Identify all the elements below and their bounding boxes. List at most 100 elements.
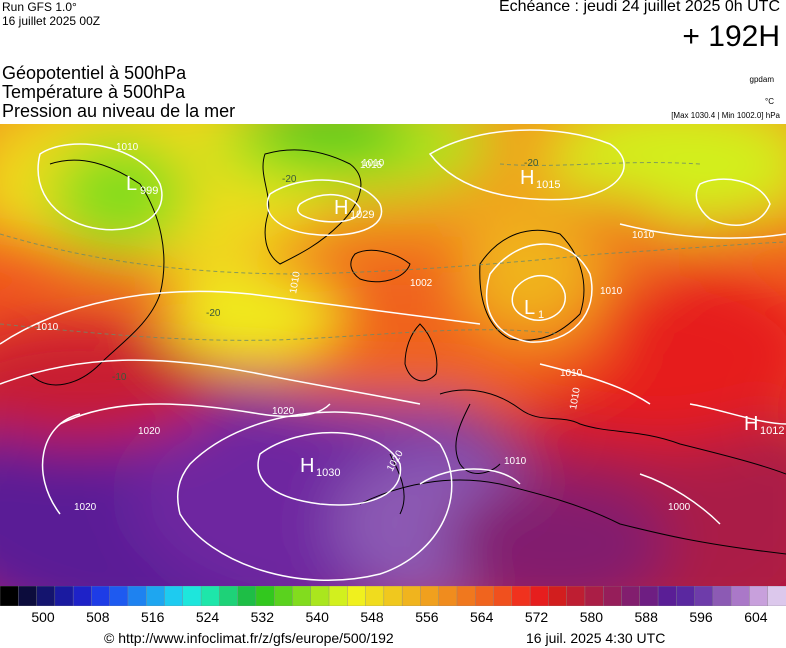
coastlines bbox=[29, 149, 786, 555]
colorbar-cell bbox=[767, 586, 786, 606]
colorbar-cell bbox=[72, 586, 93, 606]
isobar-label: 1000 bbox=[668, 502, 691, 513]
colorbar-tick-label: 596 bbox=[689, 609, 713, 625]
pressure-center-value: 1030 bbox=[316, 467, 340, 479]
colorbar-cell bbox=[54, 586, 74, 606]
colorbar-cell bbox=[347, 586, 367, 606]
colorbar-tick-label: 572 bbox=[524, 609, 549, 625]
isobar-label: 1010 bbox=[504, 456, 527, 467]
pressure-center-letter: L bbox=[524, 297, 535, 319]
pressure-center-value: 1029 bbox=[350, 209, 374, 221]
colorbar-cell bbox=[529, 586, 550, 606]
isotherm-label: -10 bbox=[112, 372, 127, 383]
colorbar-cell bbox=[603, 586, 623, 606]
colorbar-cell bbox=[91, 586, 111, 606]
colorbar-cell bbox=[273, 586, 294, 606]
colorbar-tick-label: 580 bbox=[579, 609, 604, 625]
colorbar-tick-label: 604 bbox=[744, 609, 768, 625]
colorbar-cell bbox=[164, 586, 184, 606]
colorbar bbox=[0, 586, 786, 606]
isobar-label: 1010 bbox=[568, 386, 583, 410]
weather-map: L 999 H 1029 H 1015 L 1 H 1030 H 1012 10… bbox=[0, 124, 786, 586]
isobar-label: 1002 bbox=[410, 278, 433, 289]
pressure-center-letter: H bbox=[520, 167, 534, 189]
pressure-center-letter: L bbox=[126, 173, 137, 195]
colorbar-cell bbox=[694, 586, 714, 606]
geopotential-shading bbox=[0, 124, 786, 586]
colorbar-cell bbox=[621, 586, 641, 606]
pressure-center-value: 999 bbox=[140, 185, 158, 197]
colorbar-cell bbox=[237, 586, 257, 606]
colorbar-cell bbox=[383, 586, 403, 606]
isobar-label: 1010 bbox=[36, 322, 59, 333]
unit-gpdam: gpdam bbox=[749, 75, 774, 84]
colorbar-cell bbox=[475, 586, 495, 606]
colorbar-cell bbox=[146, 586, 166, 606]
isobar-label: 1010 bbox=[362, 158, 385, 169]
colorbar-cell bbox=[730, 586, 751, 606]
field-list: Géopotentiel à 500hPa Température à 500h… bbox=[2, 64, 235, 121]
colorbar-cell bbox=[584, 586, 605, 606]
colorbar-tick-label: 548 bbox=[360, 609, 384, 625]
run-info: Run GFS 1.0° 16 juillet 2025 00Z bbox=[2, 0, 100, 28]
isobar-label: 1020 bbox=[138, 426, 161, 437]
copyright: © http://www.infoclimat.fr/z/gfs/europe/… bbox=[104, 630, 394, 646]
colorbar-tick-label: 500 bbox=[31, 609, 55, 625]
pressure-center-letter: H bbox=[744, 413, 758, 435]
pressure-min-max: [Max 1030.4 | Min 1002.0] hPa bbox=[671, 111, 780, 120]
colorbar-cell bbox=[420, 586, 440, 606]
pressure-center-value: 1 bbox=[538, 309, 544, 321]
colorbar-cell bbox=[182, 586, 202, 606]
run-model: Run GFS 1.0° bbox=[2, 0, 77, 14]
colorbar-cell bbox=[36, 586, 56, 606]
field-geopotential: Géopotentiel à 500hPa bbox=[2, 63, 187, 83]
map-labels: L 999 H 1029 H 1015 L 1 H 1030 H 1012 10… bbox=[36, 142, 784, 513]
colorbar-labels: 500 508 516 524 532 540 548 556 564 572 580 588 596 6… bbox=[0, 609, 786, 629]
isotherm-label: -20 bbox=[206, 308, 221, 319]
colorbar-cell bbox=[401, 586, 422, 606]
colorbar-cell bbox=[511, 586, 531, 606]
colorbar-cell bbox=[438, 586, 458, 606]
colorbar-cell bbox=[310, 586, 330, 606]
colorbar-tick-label: 540 bbox=[305, 609, 329, 625]
colorbar-cell bbox=[712, 586, 732, 606]
isobar-label: 1010 bbox=[632, 230, 655, 241]
colorbar-cell bbox=[255, 586, 275, 606]
pressure-center-letter: H bbox=[334, 197, 348, 219]
colorbar-cell bbox=[292, 586, 312, 606]
colorbar-cell bbox=[365, 586, 385, 606]
colorbar-cell bbox=[109, 586, 129, 606]
colorbar-cell bbox=[127, 586, 148, 606]
colorbar-cell bbox=[749, 586, 769, 606]
isotherm-label: -20 bbox=[524, 158, 539, 169]
colorbar-cell bbox=[456, 586, 477, 606]
colorbar-tick-label: 508 bbox=[86, 609, 110, 625]
isobar-label: 1010 bbox=[116, 142, 139, 153]
colorbar-cell bbox=[18, 586, 38, 606]
colorbar-cell bbox=[219, 586, 239, 606]
colorbar-cell bbox=[493, 586, 513, 606]
colorbar-tick-label: 516 bbox=[141, 609, 165, 625]
field-pressure: Pression au niveau de la mer bbox=[2, 101, 236, 121]
isobar-label: 1010 bbox=[600, 286, 623, 297]
pressure-center-value: 1012 bbox=[760, 425, 784, 437]
isotherms bbox=[0, 162, 786, 341]
colorbar-tick-label: 524 bbox=[195, 609, 220, 625]
forecast-valid-time: Echéance : jeudi 24 juillet 2025 0h UTC bbox=[498, 0, 780, 15]
unit-celsius: °C bbox=[765, 97, 774, 106]
forecast-horizon: + 192H bbox=[682, 20, 780, 53]
colorbar-cell bbox=[676, 586, 696, 606]
colorbar-cell bbox=[328, 586, 349, 606]
isobar-label: 1020 bbox=[74, 502, 97, 513]
colorbar-tick-label: 588 bbox=[634, 609, 658, 625]
colorbar-cell bbox=[566, 586, 586, 606]
colorbar-tick-label: 564 bbox=[470, 609, 494, 625]
issue-time: 16 juil. 2025 4:30 UTC bbox=[526, 630, 666, 646]
colorbar-tick-label: 556 bbox=[415, 609, 439, 625]
colorbar-cells bbox=[0, 586, 786, 606]
pressure-center-letter: H bbox=[300, 455, 314, 477]
colorbar-cell bbox=[657, 586, 678, 606]
colorbar-cell bbox=[0, 586, 20, 606]
isobars bbox=[0, 129, 786, 581]
colorbar-tick-label: 532 bbox=[250, 609, 274, 625]
